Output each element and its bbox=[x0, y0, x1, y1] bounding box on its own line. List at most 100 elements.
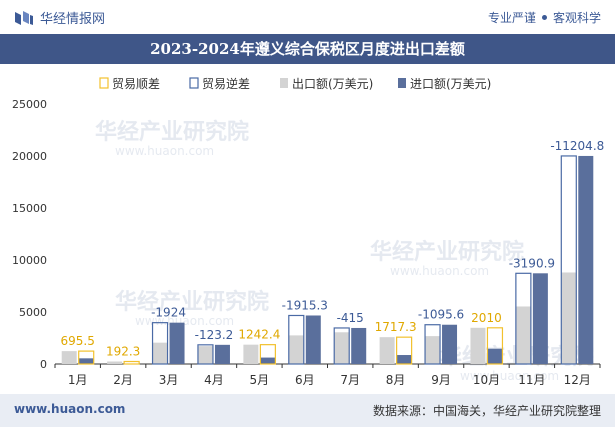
slogan-right: 客观科学 bbox=[552, 11, 601, 25]
balance-label: 1242.4 bbox=[238, 328, 280, 342]
legend-item: 贸易顺差 bbox=[99, 77, 160, 91]
x-tick-label: 7月 bbox=[340, 373, 360, 387]
site-name: 华经情报网 bbox=[40, 12, 106, 27]
import-bar bbox=[260, 357, 276, 364]
data-labels: 695.5 192.3 -1924 -123.2 1242.4 -1915.3 -415 17… bbox=[61, 139, 605, 359]
deficit-outline bbox=[560, 155, 577, 365]
x-tick-label: 12月 bbox=[564, 373, 591, 387]
surplus-outline bbox=[396, 336, 413, 365]
surplus-outline bbox=[259, 344, 276, 365]
export-bar bbox=[61, 351, 77, 364]
x-tick-label: 6月 bbox=[295, 373, 315, 387]
deficit-outline bbox=[197, 344, 214, 365]
watermark-text: 华经产业研究院 bbox=[95, 119, 249, 145]
footer-website[interactable]: www.huaon.com bbox=[14, 402, 126, 416]
import-bar bbox=[214, 344, 230, 364]
x-tick-label: 11月 bbox=[518, 373, 545, 387]
legend-label: 贸易逆差 bbox=[202, 76, 250, 91]
chart-title: 2023-2024年遵义综合保税区月度进出口差额 bbox=[0, 34, 615, 64]
y-tick-label: 25000 bbox=[12, 98, 47, 111]
import-bar bbox=[487, 348, 503, 364]
import-bar bbox=[78, 358, 94, 364]
bar-chart: 华经产业研究院www.huaon.com华经产业研究院www.huaon.com… bbox=[12, 76, 605, 387]
legend-swatch bbox=[189, 77, 199, 89]
site-logo[interactable]: 华经情报网 bbox=[14, 8, 105, 27]
balance-label: -415 bbox=[337, 311, 364, 325]
surplus-outline bbox=[486, 327, 504, 365]
footer: www.huaon.com 数据来源：中国海关，华经产业研究院整理 bbox=[0, 394, 615, 427]
export-bar bbox=[379, 337, 395, 364]
balance-label: 1717.3 bbox=[375, 320, 417, 334]
slogan: 专业严谨 客观科学 bbox=[488, 9, 601, 26]
export-bar bbox=[470, 327, 486, 364]
surplus-outline bbox=[123, 360, 140, 365]
legend-item: 进口额(万美元) bbox=[398, 77, 491, 91]
export-bar bbox=[425, 336, 441, 364]
legend-label: 出口额(万美元) bbox=[292, 77, 373, 91]
export-bar bbox=[107, 361, 123, 364]
x-tick-label: 8月 bbox=[386, 373, 406, 387]
logo-icon bbox=[15, 10, 33, 25]
x-tick-label: 10月 bbox=[473, 373, 500, 387]
deficit-outline bbox=[515, 272, 532, 365]
legend-item: 出口额(万美元) bbox=[280, 77, 373, 91]
x-tick-label: 3月 bbox=[159, 373, 179, 387]
slogan-left: 专业严谨 bbox=[487, 11, 536, 25]
import-bar bbox=[351, 327, 367, 364]
legend-label: 进口额(万美元) bbox=[410, 77, 491, 91]
balance-label: -1095.6 bbox=[418, 308, 464, 322]
x-tick-label: 4月 bbox=[204, 373, 224, 387]
import-bar bbox=[532, 273, 548, 364]
y-tick-label: 0 bbox=[40, 358, 47, 371]
y-tick-label: 5000 bbox=[19, 306, 47, 319]
balance-label: 695.5 bbox=[61, 334, 95, 348]
balance-label: -11204.8 bbox=[550, 139, 604, 153]
x-tick-label: 1月 bbox=[68, 373, 88, 387]
balance-label: 2010 bbox=[471, 311, 502, 325]
y-tick-label: 15000 bbox=[12, 202, 47, 215]
watermark-url: www.huaon.com bbox=[135, 314, 234, 328]
axes: 0 5000 10000 15000 20000 25000 1月 2月 3月 4月 5月 6月 7月 8… bbox=[12, 98, 601, 387]
import-bar bbox=[396, 355, 412, 364]
import-bar bbox=[305, 315, 321, 364]
balance-label: -1924 bbox=[151, 306, 186, 320]
legend-swatch bbox=[398, 78, 406, 88]
deficit-outline bbox=[333, 327, 350, 365]
x-tick-label: 5月 bbox=[250, 373, 270, 387]
bars bbox=[61, 155, 594, 365]
export-bar bbox=[334, 332, 350, 364]
footer-source: 数据来源：中国海关，华经产业研究院整理 bbox=[372, 404, 601, 418]
legend-swatch bbox=[280, 78, 288, 88]
export-bar bbox=[243, 344, 259, 364]
y-tick-label: 20000 bbox=[12, 150, 47, 163]
export-bar bbox=[197, 346, 213, 364]
export-bar bbox=[561, 272, 577, 364]
top-bar: 华经情报网 专业严谨 客观科学 bbox=[0, 0, 615, 34]
export-bar bbox=[288, 335, 304, 364]
y-tick-label: 10000 bbox=[12, 254, 47, 267]
legend: 贸易顺差 贸易逆差 出口额(万美元) 进口额(万美元) bbox=[99, 76, 491, 91]
watermark-text: 华经产业研究院 bbox=[115, 289, 269, 315]
watermark-text: 华经产业研究院 bbox=[370, 239, 524, 265]
deficit-outline bbox=[424, 324, 441, 365]
balance-label: -3190.9 bbox=[509, 256, 555, 270]
watermark-url: www.huaon.com bbox=[115, 144, 214, 158]
export-bar bbox=[515, 306, 531, 364]
legend-label: 贸易顺差 bbox=[112, 77, 160, 91]
surplus-outline bbox=[78, 350, 95, 365]
x-tick-label: 9月 bbox=[431, 373, 451, 387]
balance-label: 192.3 bbox=[106, 345, 140, 359]
dot-icon bbox=[541, 15, 547, 20]
deficit-outline bbox=[288, 314, 305, 365]
balance-label: -123.2 bbox=[195, 328, 234, 342]
legend-item: 贸易逆差 bbox=[189, 76, 250, 91]
x-tick-label: 2月 bbox=[113, 373, 133, 387]
deficit-outline bbox=[151, 322, 169, 365]
import-bar bbox=[169, 322, 185, 364]
watermark-url: www.huaon.com bbox=[460, 369, 559, 383]
balance-label: -1915.3 bbox=[282, 298, 328, 312]
import-bar bbox=[578, 155, 594, 364]
legend-swatch bbox=[99, 77, 109, 89]
export-bar bbox=[152, 342, 168, 364]
watermark-url: www.huaon.com bbox=[390, 264, 489, 278]
